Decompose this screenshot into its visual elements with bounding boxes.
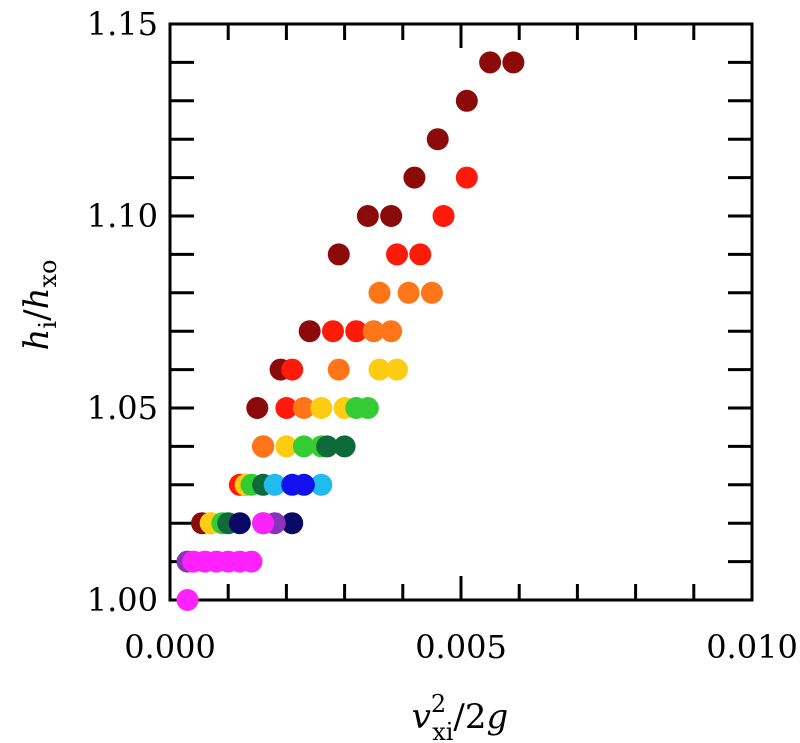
data-point: [403, 166, 426, 189]
data-point: [281, 358, 304, 381]
data-point: [385, 243, 408, 266]
data-point: [333, 435, 356, 458]
axes: 1.00 1.05 1.10 1.15 0.000 0.005 0.010: [87, 5, 798, 666]
plot-frame: [168, 22, 754, 602]
data-point: [345, 320, 368, 343]
data-point: [426, 128, 449, 151]
data-point: [380, 205, 403, 227]
data-point: [420, 281, 443, 304]
data-point: [275, 435, 298, 458]
data-point: [292, 435, 315, 458]
y-tick-label: 1.05: [87, 389, 158, 427]
data-point: [368, 281, 391, 304]
data-point: [356, 397, 379, 419]
data-point: [368, 358, 391, 381]
data-point: [362, 320, 385, 343]
x-tick-label: 0.000: [124, 628, 216, 666]
data-point: [275, 397, 298, 419]
data-point: [455, 89, 478, 112]
data-point: [409, 243, 432, 266]
data-point: [240, 550, 263, 573]
data-point: [252, 512, 275, 535]
data-point: [479, 51, 502, 74]
y-axis-label: hi/hxo: [17, 260, 62, 351]
data-point: [327, 358, 350, 381]
y-tick-label: 1.00: [87, 581, 158, 619]
data-point: [298, 320, 321, 343]
y-tick-label: 1.10: [87, 197, 158, 235]
y-tick-label: 1.15: [87, 5, 158, 43]
data-point: [316, 435, 339, 458]
data-point: [292, 473, 315, 496]
data-point: [455, 166, 478, 189]
data-point: [502, 51, 525, 74]
data-point: [292, 397, 315, 419]
x-tick-label: 0.010: [706, 628, 798, 666]
x-tick-label: 0.005: [415, 628, 507, 666]
data-point: [321, 320, 344, 343]
data-point: [246, 397, 269, 419]
data-point: [263, 473, 286, 496]
data-point: [327, 243, 350, 266]
x-axis-label: v2 xi/2g: [412, 690, 509, 743]
data-point: [252, 435, 275, 458]
data-point: [228, 512, 251, 535]
data-point: [176, 589, 199, 611]
axis-labels: v2 xi/2g hi/hxo: [17, 260, 508, 743]
data-point: [356, 205, 379, 227]
data-point: [385, 358, 408, 381]
data-point: [432, 205, 455, 227]
data-point: [380, 320, 403, 343]
data-point: [310, 397, 333, 419]
data-point: [310, 473, 333, 496]
data-point: [281, 512, 304, 535]
data-point: [397, 281, 420, 304]
data-points: [176, 51, 525, 611]
